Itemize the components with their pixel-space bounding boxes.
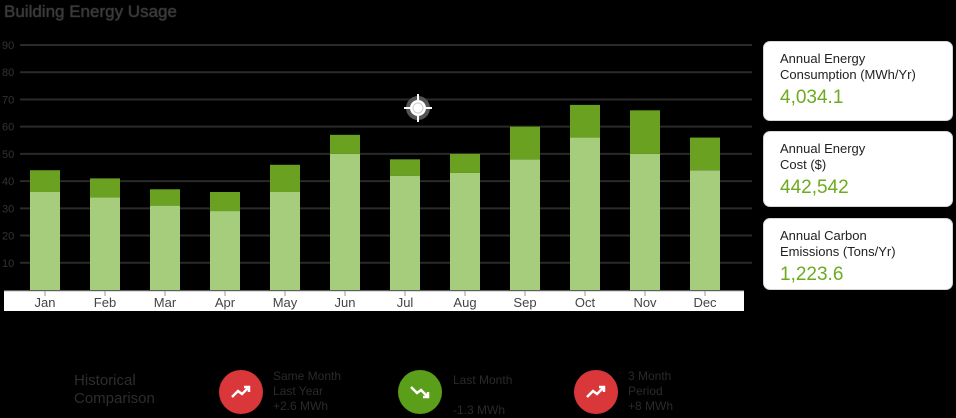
bar-segment-top [270,164,300,192]
kpi-value: 442,542 [780,177,849,198]
trend-up-icon [219,370,263,414]
bar-segment-top [30,170,60,192]
x-tick-label: Jan [35,295,56,310]
historical-label-line2: Comparison [74,390,155,407]
x-axis-band [4,291,744,311]
historical-label-line1: Historical [74,372,136,389]
bar-segment-base [210,211,240,290]
bar-segment-top [630,110,660,154]
y-tick-label: 10 [2,258,14,270]
bar-segment-top [150,189,180,206]
historical-item-line2 [453,388,512,403]
bar-segment-base [630,153,660,290]
y-tick-label: 80 [2,67,14,79]
bar-segment-base [330,153,360,290]
historical-comparison-label: Historical Comparison [74,372,155,408]
bar-segment-top [690,137,720,171]
kpi-label-line2: Cost ($) [780,157,827,172]
bar-segment-base [30,192,60,290]
x-tick-label: Sep [513,295,536,310]
crosshair-icon [404,94,432,122]
y-tick-label: 40 [2,176,14,188]
x-tick-label: Oct [575,295,596,310]
historical-item-delta: -1.3 MWh [453,403,506,417]
x-tick-label: Jun [335,295,356,310]
bar-segment-top [390,159,420,176]
historical-item-line2: Period [628,384,663,398]
x-tick-label: Nov [633,295,657,310]
page-title: Building Energy Usage [4,2,177,21]
kpi-label-line2: Emissions (Tons/Yr) [780,244,896,259]
bar-segment-base [150,205,180,290]
bar-segment-top [330,134,360,154]
historical-item-last-month: Last Month -1.3 MWh [453,373,512,418]
bar-segment-base [450,172,480,290]
kpi-card-consumption: Annual Energy Consumption (MWh/Yr) 4,034… [763,41,953,121]
historical-item-delta: +2.6 MWh [273,399,329,413]
bar-segment-top [90,178,120,198]
historical-item-line1: Same Month [273,369,342,383]
x-tick-label: Dec [693,295,717,310]
bar-segment-base [510,159,540,290]
bar-segment-base [90,197,120,290]
kpi-label-line1: Annual Energy [780,51,866,66]
y-tick-label: 20 [2,231,14,243]
x-tick-label: Feb [94,295,116,310]
historical-item-line1: Last Month [453,373,513,387]
y-tick-label: 60 [2,122,14,134]
bar-segment-top [510,126,540,160]
bar-segment-top [450,153,480,173]
x-tick-label: May [273,295,298,310]
kpi-card-carbon: Annual Carbon Emissions (Tons/Yr) 1,223.… [763,218,953,290]
y-tick-label: 70 [2,94,14,106]
trend-up-icon [574,370,618,414]
x-tick-label: Mar [154,295,177,310]
bar-segment-base [570,137,600,290]
y-tick-label: 30 [2,203,14,215]
historical-item-delta: +8 MWh [628,399,674,413]
x-tick-label: Apr [215,295,236,310]
kpi-label-line1: Annual Energy [780,141,866,156]
historical-item-same-month: Same Month Last Year +2.6 MWh [273,369,341,414]
kpi-card-cost: Annual Energy Cost ($) 442,542 [763,131,953,207]
kpi-label-line2: Consumption (MWh/Yr) [780,67,916,82]
historical-item-3-month: 3 Month Period +8 MWh [628,369,673,414]
bar-segment-base [690,170,720,290]
x-tick-label: Jul [397,295,414,310]
historical-item-line1: 3 Month [628,369,672,383]
x-tick-label: Aug [453,295,476,310]
kpi-value: 4,034.1 [780,87,844,108]
bar-segment-base [270,192,300,290]
bar-chart: 10 20 30 40 50 60 70 80 90 Jan Feb Mar Apr May Jun Jul A… [2,40,752,311]
bar-segment-base [390,175,420,290]
trend-down-icon [398,370,442,414]
bar-segment-top [210,192,240,212]
kpi-value: 1,223.6 [780,264,844,285]
bar-segment-top [570,104,600,138]
y-tick-label: 90 [2,40,14,52]
y-tick-label: 50 [2,149,14,161]
historical-item-line2: Last Year [273,384,324,398]
kpi-label-line1: Annual Carbon [780,228,867,243]
